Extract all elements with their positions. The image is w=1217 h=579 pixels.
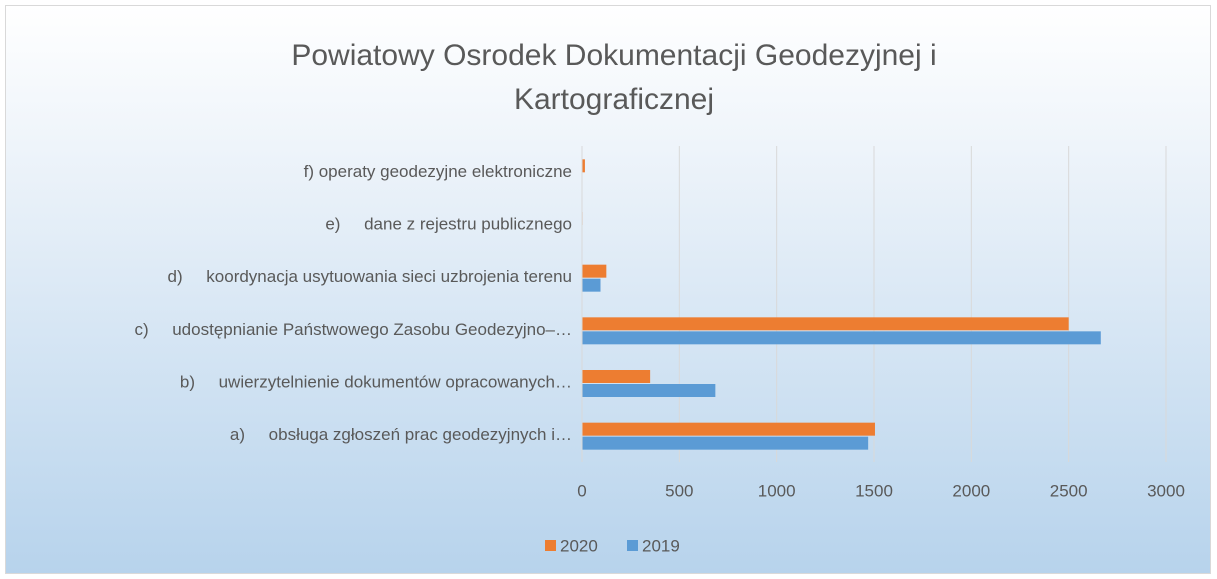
chart-title: Powiatowy Osrodek Dokumentacji Geodezyjn… (291, 39, 936, 72)
x-tick-label: 1000 (758, 481, 796, 500)
bar (582, 264, 607, 278)
x-tick-label: 0 (577, 481, 586, 500)
legend-label: 2019 (642, 536, 680, 555)
y-tick-label: c) udostępnianie Państwowego Zasobu Geod… (134, 320, 572, 339)
legend-label: 2020 (560, 536, 598, 555)
x-tick-label: 2000 (952, 481, 990, 500)
bar (582, 159, 585, 173)
y-tick-label: f) operaty geodezyjne elektroniczne (304, 162, 572, 181)
bar (582, 317, 1069, 331)
x-tick-label: 3000 (1147, 481, 1185, 500)
bar (582, 422, 875, 436)
y-tick-label: d) koordynacja usytuowania sieci uzbroje… (168, 267, 572, 286)
x-tick-label: 1500 (855, 481, 893, 500)
bar (582, 278, 601, 292)
chart-background (5, 5, 1211, 574)
x-tick-label: 500 (665, 481, 693, 500)
bar (582, 370, 651, 383)
y-tick-label: a) obsługa zgłoszeń prac geodezyjnych i… (230, 425, 572, 444)
bar (582, 331, 1101, 345)
y-tick-label: e) dane z rejestru publicznego (325, 214, 572, 233)
legend-swatch (627, 540, 638, 551)
bar (582, 436, 869, 450)
chart-title: Kartograficznej (514, 83, 714, 116)
legend-swatch (545, 540, 556, 551)
bar (582, 384, 716, 397)
x-tick-label: 2500 (1050, 481, 1088, 500)
y-tick-label: b) uwierzytelnienie dokumentów opracowan… (180, 372, 572, 391)
